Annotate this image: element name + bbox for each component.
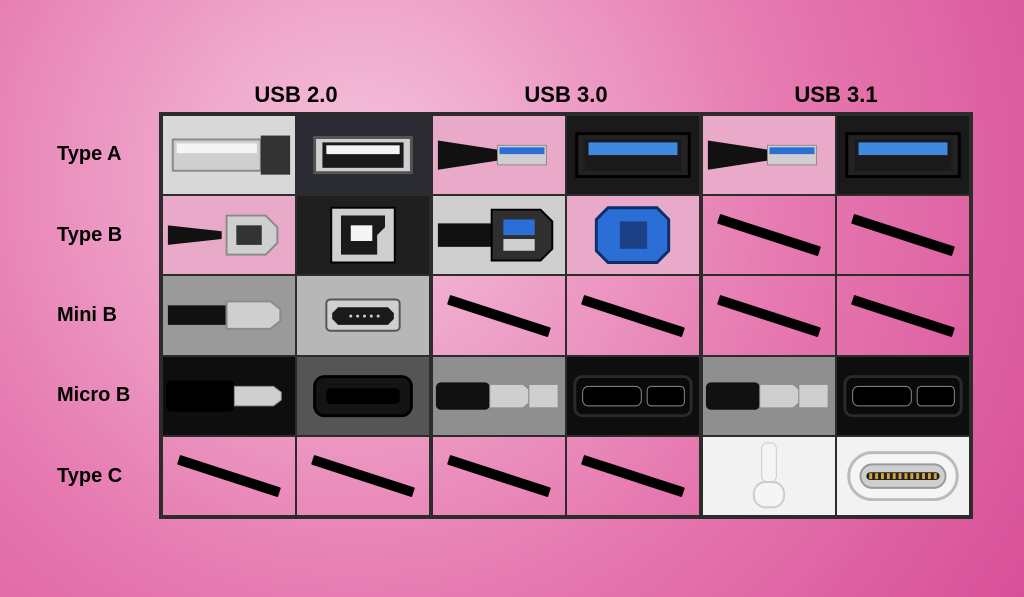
usb-b-port-20-icon: [297, 196, 429, 274]
row-header: Type A: [51, 114, 161, 195]
usb-a-port-31-icon: [837, 116, 969, 194]
table-cell: [701, 356, 836, 436]
not-available-icon: [177, 455, 281, 497]
table-cell: [431, 195, 566, 275]
row-header: Mini B: [51, 275, 161, 355]
usb-a-plug-20-icon: [163, 116, 295, 194]
table-cell: [566, 195, 701, 275]
not-available-icon: [311, 455, 415, 497]
table-cell: [836, 195, 971, 275]
table-cell: [161, 436, 296, 517]
not-available-icon: [447, 455, 551, 497]
row-header: Micro B: [51, 356, 161, 436]
micro-b-port-30-icon: [567, 357, 699, 435]
table-cell: [836, 356, 971, 436]
column-header: USB 3.1: [701, 78, 971, 114]
usb-c-port-icon: [837, 437, 969, 515]
table-cell: [161, 195, 296, 275]
usb-comparison-table: USB 2.0USB 3.0USB 3.1 Type A Type B: [51, 78, 973, 519]
micro-b-port-31-icon: [837, 357, 969, 435]
table-cell: [566, 436, 701, 517]
mini-b-port-icon: [297, 276, 429, 354]
column-header: USB 2.0: [161, 78, 431, 114]
usb-a-plug-30-icon: [433, 116, 565, 194]
table-cell: [701, 114, 836, 195]
micro-b-plug-20-icon: [163, 357, 295, 435]
row-header: Type B: [51, 195, 161, 275]
not-available-icon: [581, 294, 685, 336]
usb-table: USB 2.0USB 3.0USB 3.1 Type A Type B: [51, 78, 973, 519]
usb-a-port-20-icon: [297, 116, 429, 194]
usb-a-port-30-icon: [567, 116, 699, 194]
micro-b-port-20-icon: [297, 357, 429, 435]
table-corner: [51, 78, 161, 114]
table-cell: [161, 356, 296, 436]
not-available-icon: [851, 214, 955, 256]
table-cell: [836, 275, 971, 355]
not-available-icon: [717, 294, 821, 336]
usb-b-plug-30-icon: [433, 196, 565, 274]
micro-b-plug-31-icon: [703, 357, 835, 435]
table-cell: [161, 114, 296, 195]
table-cell: [431, 356, 566, 436]
micro-b-plug-30-icon: [433, 357, 565, 435]
usb-b-port-30-icon: [567, 196, 699, 274]
not-available-icon: [581, 455, 685, 497]
table-cell: [566, 114, 701, 195]
table-cell: [296, 275, 431, 355]
table-cell: [431, 275, 566, 355]
table-cell: [431, 436, 566, 517]
mini-b-plug-icon: [163, 276, 295, 354]
not-available-icon: [851, 294, 955, 336]
table-cell: [161, 275, 296, 355]
table-cell: [296, 114, 431, 195]
table-cell: [701, 436, 836, 517]
table-cell: [296, 356, 431, 436]
table-cell: [836, 114, 971, 195]
table-cell: [296, 436, 431, 517]
table-cell: [836, 436, 971, 517]
usb-a-plug-31-icon: [703, 116, 835, 194]
table-cell: [566, 275, 701, 355]
table-cell: [701, 195, 836, 275]
not-available-icon: [447, 294, 551, 336]
column-header: USB 3.0: [431, 78, 701, 114]
table-cell: [701, 275, 836, 355]
table-cell: [431, 114, 566, 195]
table-cell: [566, 356, 701, 436]
table-cell: [296, 195, 431, 275]
not-available-icon: [717, 214, 821, 256]
row-header: Type C: [51, 436, 161, 517]
usb-b-plug-20-icon: [163, 196, 295, 274]
usb-c-plug-icon: [703, 437, 835, 515]
